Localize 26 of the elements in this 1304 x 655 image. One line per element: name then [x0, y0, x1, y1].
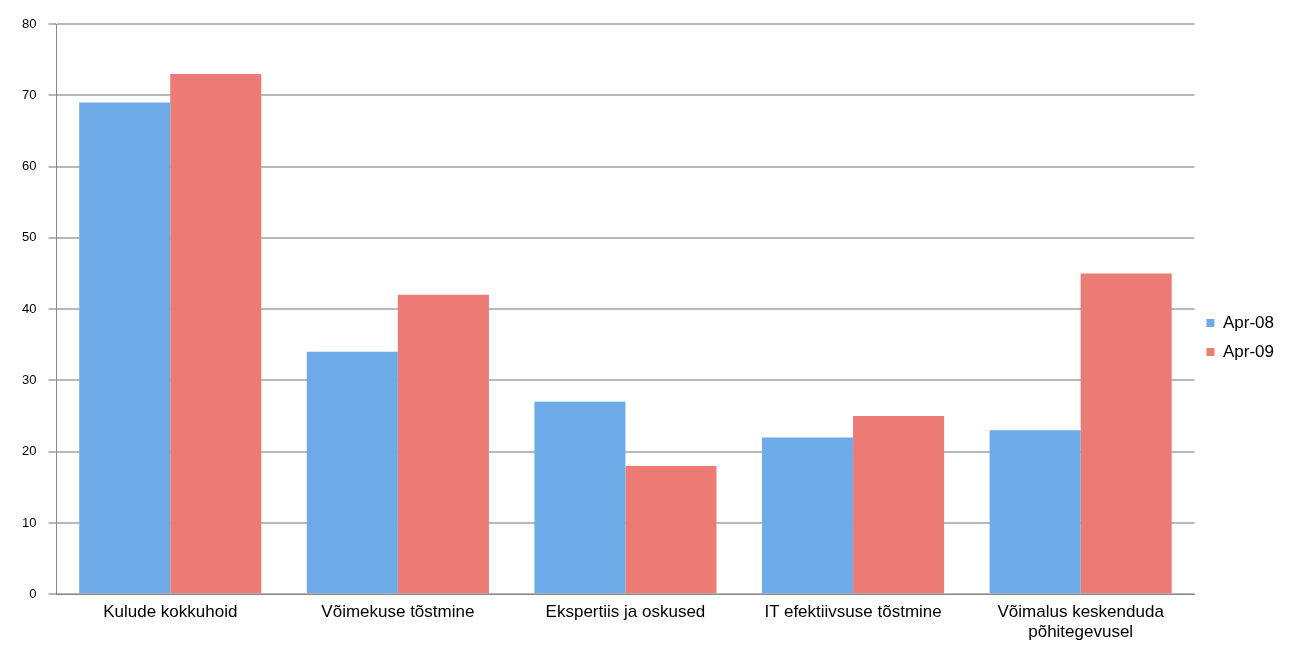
y-tick-label: 10 [21, 514, 37, 530]
y-tick-label: 50 [21, 229, 37, 245]
bar [306, 351, 398, 594]
y-tick-label: 70 [21, 86, 37, 102]
bar [534, 401, 626, 594]
x-tick-label: Ekspertiis ja oskused [545, 602, 706, 622]
legend-label: Apr-09 [1222, 341, 1275, 361]
bar [625, 465, 717, 594]
y-tick-label: 60 [21, 158, 37, 174]
x-tick-label: Võimalus keskenduda põhitegevusel [997, 602, 1165, 642]
bar [1080, 273, 1172, 594]
bar [397, 294, 489, 594]
y-tick-label: 20 [21, 443, 37, 459]
y-tick-label: 80 [21, 15, 37, 31]
x-tick-label: IT efektiivsuse tõstmine [764, 602, 942, 622]
x-tick-label: Võimekuse tõstmine [321, 602, 475, 622]
bar [989, 430, 1081, 594]
y-tick-label: 40 [21, 300, 37, 316]
bar [170, 73, 262, 594]
y-tick-label: 0 [29, 585, 37, 601]
bar [853, 416, 945, 594]
bar [79, 102, 171, 594]
x-tick-label: Kulude kokkuhoid [103, 602, 238, 622]
legend-label: Apr-08 [1222, 312, 1275, 332]
bar [762, 437, 854, 594]
y-tick-label: 30 [21, 371, 37, 387]
